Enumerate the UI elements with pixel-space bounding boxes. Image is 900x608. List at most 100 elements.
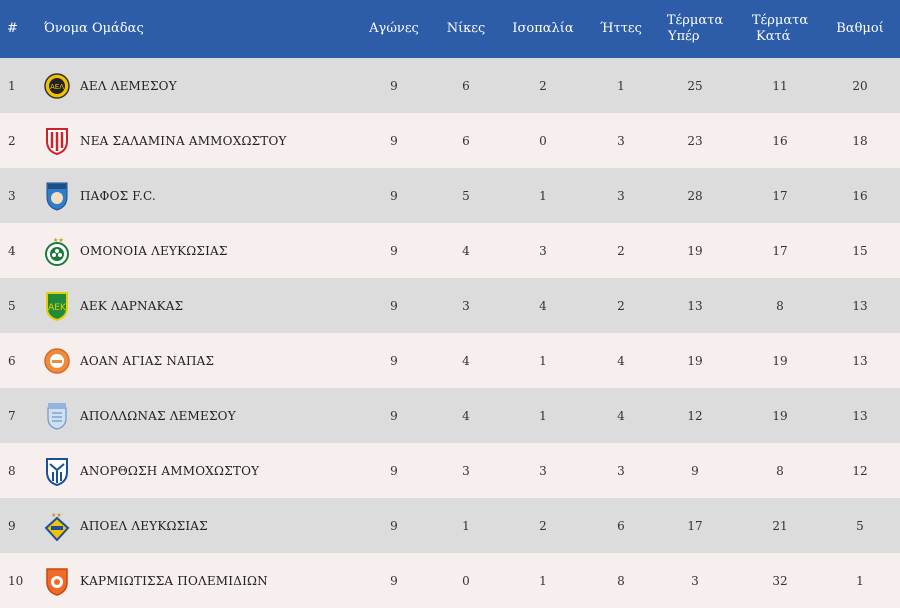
- team-link[interactable]: ΠΑΦΟΣ F.C.: [44, 181, 350, 211]
- cell-position: 5: [8, 298, 16, 313]
- team-link[interactable]: ★★ ΟΜΟΝΟΙΑ ΛΕΥΚΩΣΙΑΣ: [44, 236, 350, 266]
- table-row[interactable]: 2 ΝΕΑ ΣΑΛΑΜΙΝΑ ΑΜΜΟΧΩΣΤΟΥ 9 6 0 3 23 16 …: [0, 113, 900, 168]
- cell-points: 18: [852, 133, 868, 148]
- cell-team[interactable]: ΑΝΟΡΘΩΣΗ ΑΜΜΟΧΩΣΤΟΥ: [38, 443, 350, 498]
- table-row[interactable]: 1 ΑΕΛ ΑΕΛ ΛΕΜΕΣΟΥ 9 6 2 1 25 11 20: [0, 58, 900, 113]
- header-position: #: [7, 21, 18, 36]
- header-draws: Ισοπαλία: [512, 21, 574, 36]
- team-name[interactable]: ΚΑΡΜΙΩΤΙΣΣΑ ΠΟΛΕΜΙΔΙΩΝ: [80, 573, 268, 588]
- table-row[interactable]: 10 ΚΑΡΜΙΩΤΙΣΣΑ ΠΟΛΕΜΙΔΙΩΝ 9 0 1 8 3 32 1: [0, 553, 900, 608]
- team-name[interactable]: ΑΕΚ ΛΑΡΝΑΚΑΣ: [80, 298, 184, 313]
- cell-losses: 1: [617, 78, 625, 93]
- anorthosis-crest-icon: [44, 456, 70, 486]
- team-link[interactable]: ΑΝΟΡΘΩΣΗ ΑΜΜΟΧΩΣΤΟΥ: [44, 456, 350, 486]
- cell-goals-for: 3: [691, 573, 699, 588]
- team-link[interactable]: ΑΕΛ ΑΕΛ ΛΕΜΕΣΟΥ: [44, 71, 350, 101]
- cell-goals-for: 9: [691, 463, 699, 478]
- header-goals-for-line1: Τέρματα: [666, 13, 724, 28]
- table-row[interactable]: 4 ★★ ΟΜΟΝΟΙΑ ΛΕΥΚΩΣΙΑΣ 9 4 3 2 19 17 15: [0, 223, 900, 278]
- header-goals-against-line2: Κατά: [756, 29, 791, 44]
- cell-team[interactable]: ΑΟΑΝ ΑΓΙΑΣ ΝΑΠΑΣ: [38, 333, 350, 388]
- team-name[interactable]: ΠΑΦΟΣ F.C.: [80, 188, 156, 203]
- table-row[interactable]: 8 ΑΝΟΡΘΩΣΗ ΑΜΜΟΧΩΣΤΟΥ 9 3 3 3 9 8 12: [0, 443, 900, 498]
- cell-team[interactable]: ΑΕΚ ΑΕΚ ΛΑΡΝΑΚΑΣ: [38, 278, 350, 333]
- cell-position: 9: [8, 518, 16, 533]
- table-row[interactable]: 6 ΑΟΑΝ ΑΓΙΑΣ ΝΑΠΑΣ 9 4 1 4 19 19 13: [0, 333, 900, 388]
- cell-goals-against: 32: [772, 573, 788, 588]
- cell-losses: 4: [617, 353, 625, 368]
- cell-draws: 3: [539, 243, 547, 258]
- cell-draws: 1: [539, 408, 547, 423]
- cell-team[interactable]: ΑΠΟΛΛΩΝΑΣ ΛΕΜΕΣΟΥ: [38, 388, 350, 443]
- header-points: Βαθμοί: [836, 21, 884, 36]
- cell-points: 16: [852, 188, 868, 203]
- cell-draws: 4: [539, 298, 547, 313]
- omonia-crest-icon: ★★: [44, 236, 70, 266]
- cell-wins: 4: [462, 243, 470, 258]
- cell-goals-against: 8: [776, 298, 784, 313]
- cell-played: 9: [390, 353, 398, 368]
- header-played: Αγώνες: [369, 21, 419, 36]
- cell-losses: 3: [617, 188, 625, 203]
- team-link[interactable]: ΚΑΡΜΙΩΤΙΣΣΑ ΠΟΛΕΜΙΔΙΩΝ: [44, 566, 350, 596]
- cell-goals-for: 25: [687, 78, 703, 93]
- cell-team[interactable]: ΑΕΛ ΑΕΛ ΛΕΜΕΣΟΥ: [38, 58, 350, 113]
- cell-points: 5: [856, 518, 864, 533]
- team-link[interactable]: ★★ ΑΠΟΕΛ ΛΕΥΚΩΣΙΑΣ: [44, 511, 350, 541]
- team-link[interactable]: ΑΟΑΝ ΑΓΙΑΣ ΝΑΠΑΣ: [44, 346, 350, 376]
- team-name[interactable]: ΑΠΟΕΛ ΛΕΥΚΩΣΙΑΣ: [80, 518, 208, 533]
- team-name[interactable]: ΟΜΟΝΟΙΑ ΛΕΥΚΩΣΙΑΣ: [80, 243, 228, 258]
- cell-wins: 3: [462, 298, 470, 313]
- table-row[interactable]: 9 ★★ ΑΠΟΕΛ ΛΕΥΚΩΣΙΑΣ 9 1 2 6 17 21 5: [0, 498, 900, 553]
- cell-wins: 5: [462, 188, 470, 203]
- cell-points: 1: [856, 573, 864, 588]
- cell-points: 13: [852, 353, 868, 368]
- cell-goals-against: 17: [772, 243, 788, 258]
- cell-played: 9: [390, 133, 398, 148]
- team-name[interactable]: ΑΝΟΡΘΩΣΗ ΑΜΜΟΧΩΣΤΟΥ: [80, 463, 260, 478]
- team-name[interactable]: ΑΕΛ ΛΕΜΕΣΟΥ: [80, 78, 177, 93]
- cell-goals-against: 11: [772, 78, 788, 93]
- cell-draws: 3: [539, 463, 547, 478]
- standings-body: 1 ΑΕΛ ΑΕΛ ΛΕΜΕΣΟΥ 9 6 2 1 25 11 20 2 ΝΕΑ…: [0, 58, 900, 608]
- cell-position: 1: [8, 78, 16, 93]
- cell-team[interactable]: ΝΕΑ ΣΑΛΑΜΙΝΑ ΑΜΜΟΧΩΣΤΟΥ: [38, 113, 350, 168]
- cell-position: 10: [8, 573, 24, 588]
- team-name[interactable]: ΑΠΟΛΛΩΝΑΣ ΛΕΜΕΣΟΥ: [80, 408, 236, 423]
- aek-larnaca-crest-icon: ΑΕΚ: [44, 291, 70, 321]
- cell-team[interactable]: ΠΑΦΟΣ F.C.: [38, 168, 350, 223]
- team-link[interactable]: ΝΕΑ ΣΑΛΑΜΙΝΑ ΑΜΜΟΧΩΣΤΟΥ: [44, 126, 350, 156]
- header-goals-against-line1: Τέρματα: [751, 13, 809, 28]
- table-row[interactable]: 7 ΑΠΟΛΛΩΝΑΣ ΛΕΜΕΣΟΥ 9 4 1 4 12 19 13: [0, 388, 900, 443]
- cell-team[interactable]: ★★ ΟΜΟΝΟΙΑ ΛΕΥΚΩΣΙΑΣ: [38, 223, 350, 278]
- cell-points: 20: [852, 78, 868, 93]
- cell-goals-against: 16: [772, 133, 788, 148]
- cell-goals-against: 8: [776, 463, 784, 478]
- cell-losses: 3: [617, 463, 625, 478]
- cell-goals-for: 12: [687, 408, 703, 423]
- cell-goals-for: 28: [687, 188, 703, 203]
- cell-losses: 3: [617, 133, 625, 148]
- table-row[interactable]: 5 ΑΕΚ ΑΕΚ ΛΑΡΝΑΚΑΣ 9 3 4 2 13 8 13: [0, 278, 900, 333]
- ael-limassol-crest-icon: ΑΕΛ: [44, 71, 70, 101]
- table-row[interactable]: 3 ΠΑΦΟΣ F.C. 9 5 1 3 28 17 16: [0, 168, 900, 223]
- team-name[interactable]: ΝΕΑ ΣΑΛΑΜΙΝΑ ΑΜΜΟΧΩΣΤΟΥ: [80, 133, 287, 148]
- team-link[interactable]: ΑΕΚ ΑΕΚ ΛΑΡΝΑΚΑΣ: [44, 291, 350, 321]
- header-goals-against: Τέρματα Κατά: [740, 0, 820, 58]
- cell-team[interactable]: ΚΑΡΜΙΩΤΙΣΣΑ ΠΟΛΕΜΙΔΙΩΝ: [38, 553, 350, 608]
- cell-draws: 2: [539, 78, 547, 93]
- header-team-name: Όνομα Ομάδας: [44, 21, 144, 36]
- cell-draws: 1: [539, 573, 547, 588]
- cell-position: 4: [8, 243, 16, 258]
- cell-team[interactable]: ★★ ΑΠΟΕΛ ΛΕΥΚΩΣΙΑΣ: [38, 498, 350, 553]
- cell-goals-against: 21: [772, 518, 788, 533]
- team-name[interactable]: ΑΟΑΝ ΑΓΙΑΣ ΝΑΠΑΣ: [80, 353, 215, 368]
- nea-salamis-crest-icon: [44, 126, 70, 156]
- team-link[interactable]: ΑΠΟΛΛΩΝΑΣ ΛΕΜΕΣΟΥ: [44, 401, 350, 431]
- cell-played: 9: [390, 463, 398, 478]
- svg-text:ΑΕΛ: ΑΕΛ: [50, 83, 64, 91]
- cell-goals-for: 13: [687, 298, 703, 313]
- cell-wins: 0: [462, 573, 470, 588]
- standings-header-row: # Όνομα Ομάδας Αγώνες Νίκες Ισοπαλία Ήττ…: [0, 0, 900, 58]
